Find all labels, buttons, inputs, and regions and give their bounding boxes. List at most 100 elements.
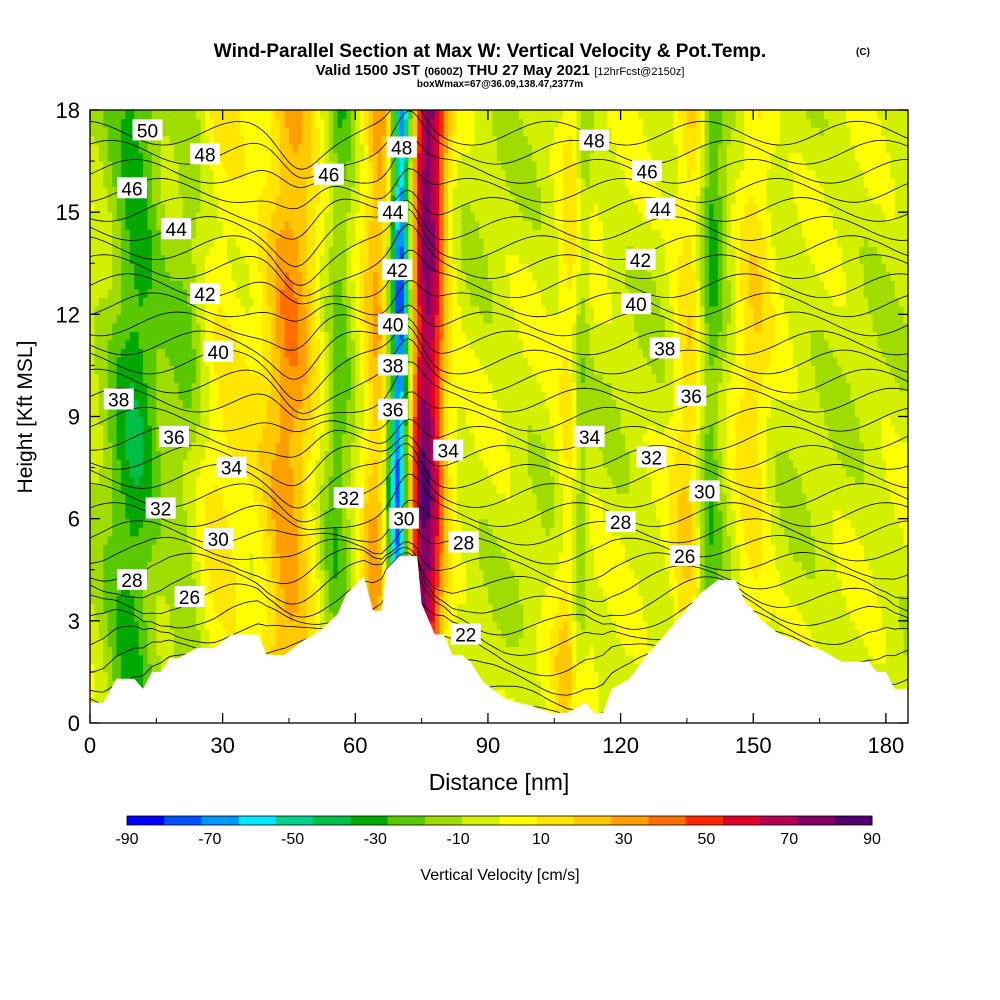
heatmap-cell: [116, 365, 122, 375]
heatmap-cell: [174, 263, 180, 273]
heatmap-cell: [324, 425, 330, 435]
heatmap-cell: [231, 169, 237, 179]
heatmap-cell: [288, 314, 294, 324]
heatmap-cell: [147, 246, 153, 256]
heatmap-cell: [218, 612, 224, 622]
heatmap-cell: [342, 373, 348, 384]
heatmap-cell: [222, 237, 228, 247]
heatmap-cell: [337, 271, 343, 281]
heatmap-cell: [222, 407, 228, 418]
heatmap-cell: [271, 450, 277, 460]
heatmap-cell: [151, 237, 157, 247]
heatmap-cell: [116, 237, 122, 247]
heatmap-cell: [174, 203, 180, 213]
heatmap-cell: [328, 297, 334, 307]
heatmap-cell: [337, 365, 343, 375]
heatmap-cell: [249, 493, 255, 503]
heatmap-cell: [125, 629, 131, 639]
heatmap-cell: [156, 459, 162, 469]
heatmap-cell: [302, 237, 308, 247]
heatmap-cell: [156, 314, 162, 324]
heatmap-cell: [319, 493, 325, 503]
heatmap-cell: [284, 578, 290, 588]
heatmap-cell: [271, 586, 277, 596]
heatmap-cell: [346, 220, 352, 230]
heatmap-cell: [147, 203, 153, 213]
heatmap-cell: [204, 331, 210, 341]
heatmap-cell: [209, 416, 215, 426]
heatmap-cell: [90, 288, 96, 298]
heatmap-cell: [182, 331, 188, 341]
heatmap-cell: [333, 442, 339, 452]
heatmap-cell: [280, 450, 286, 460]
heatmap-cell: [390, 544, 396, 554]
heatmap-cell: [368, 425, 374, 435]
heatmap-cell: [160, 203, 166, 213]
heatmap-cell: [98, 484, 104, 494]
heatmap-cell: [151, 544, 157, 554]
heatmap-cell: [90, 212, 96, 222]
heatmap-cell: [191, 348, 197, 358]
heatmap-cell: [280, 603, 286, 613]
heatmap-cell: [187, 178, 193, 188]
heatmap-cell: [116, 459, 122, 469]
heatmap-cell: [350, 510, 356, 520]
heatmap-cell: [209, 229, 215, 239]
heatmap-cell: [174, 169, 180, 179]
heatmap-cell: [275, 178, 281, 188]
heatmap-cell: [227, 407, 233, 418]
heatmap-cell: [342, 416, 348, 426]
heatmap-cell: [297, 246, 303, 256]
heatmap-cell: [107, 110, 113, 120]
heatmap-cell: [182, 467, 188, 477]
heatmap-cell: [235, 263, 241, 273]
heatmap-cell: [364, 297, 370, 307]
heatmap-cell: [200, 254, 206, 264]
heatmap-cell: [151, 484, 157, 494]
heatmap-cell: [129, 169, 135, 179]
heatmap-cell: [231, 186, 237, 196]
heatmap-cell: [209, 578, 215, 588]
heatmap-cell: [319, 135, 325, 145]
heatmap-cell: [222, 433, 228, 443]
heatmap-cell: [258, 118, 264, 128]
heatmap-cell: [174, 620, 180, 630]
heatmap-cell: [333, 322, 339, 332]
heatmap-cell: [271, 416, 277, 426]
heatmap-cell: [244, 246, 250, 256]
heatmap-cell: [324, 331, 330, 341]
heatmap-cell: [191, 127, 197, 137]
heatmap-cell: [364, 195, 370, 205]
heatmap-cell: [94, 169, 100, 179]
heatmap-cell: [253, 135, 259, 145]
heatmap-cell: [275, 348, 281, 358]
heatmap-cell: [280, 356, 286, 367]
heatmap-cell: [271, 433, 277, 443]
heatmap-cell: [355, 339, 361, 349]
heatmap-cell: [266, 280, 272, 290]
heatmap-cell: [266, 169, 272, 179]
heatmap-cell: [280, 373, 286, 384]
heatmap-cell: [231, 365, 237, 375]
heatmap-cell: [368, 339, 374, 349]
heatmap-cell: [319, 237, 325, 247]
heatmap-cell: [138, 561, 144, 571]
heatmap-cell: [271, 348, 277, 358]
heatmap-cell: [284, 416, 290, 426]
heatmap-cell: [200, 510, 206, 520]
heatmap-cell: [94, 178, 100, 188]
heatmap-cell: [315, 203, 321, 213]
heatmap-cell: [169, 322, 175, 332]
heatmap-cell: [200, 246, 206, 256]
heatmap-cell: [125, 339, 131, 349]
heatmap-cell: [359, 169, 365, 179]
heatmap-cell: [249, 246, 255, 256]
heatmap-cell: [306, 527, 312, 537]
heatmap-cell: [306, 620, 312, 630]
heatmap-cell: [333, 144, 339, 154]
heatmap-cell: [368, 459, 374, 469]
heatmap-cell: [258, 178, 264, 188]
heatmap-cell: [90, 501, 96, 511]
heatmap-cell: [258, 552, 264, 562]
heatmap-cell: [169, 399, 175, 409]
